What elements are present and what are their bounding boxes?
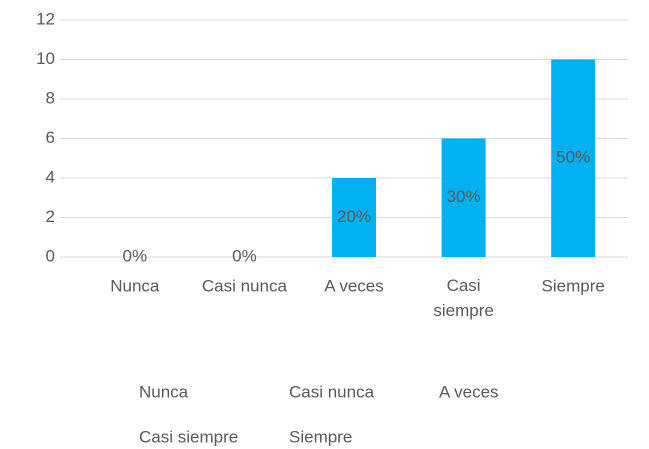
y-tick-label: 0 [46, 246, 55, 265]
value-label: 50% [556, 148, 590, 167]
x-tick-label: Casi nunca [202, 276, 288, 295]
x-tick-label: Siempre [542, 276, 605, 295]
y-tick-label: 6 [46, 128, 55, 147]
bar [332, 178, 376, 257]
legend-entry: Nunca [139, 382, 189, 401]
value-label: 0% [232, 246, 257, 265]
value-label: 30% [447, 187, 481, 206]
legend-entry: Siempre [289, 427, 352, 446]
x-tick-label: Casi siempre [433, 276, 493, 320]
y-tick-label: 12 [36, 9, 55, 28]
x-tick-label: Nunca [110, 276, 160, 295]
value-label: 0% [123, 246, 148, 265]
y-tick-label: 2 [46, 207, 55, 226]
y-tick-label: 10 [36, 49, 55, 68]
y-tick-label: 4 [46, 167, 55, 186]
x-tick-label: A veces [324, 276, 384, 295]
bar [551, 59, 596, 257]
legend-entry: A veces [439, 382, 499, 401]
legend-entry: Casi nunca [289, 382, 375, 401]
legend-entry: Casi siempre [139, 427, 238, 446]
value-label: 20% [337, 207, 371, 226]
bar [441, 138, 486, 257]
y-tick-label: 8 [46, 88, 55, 107]
